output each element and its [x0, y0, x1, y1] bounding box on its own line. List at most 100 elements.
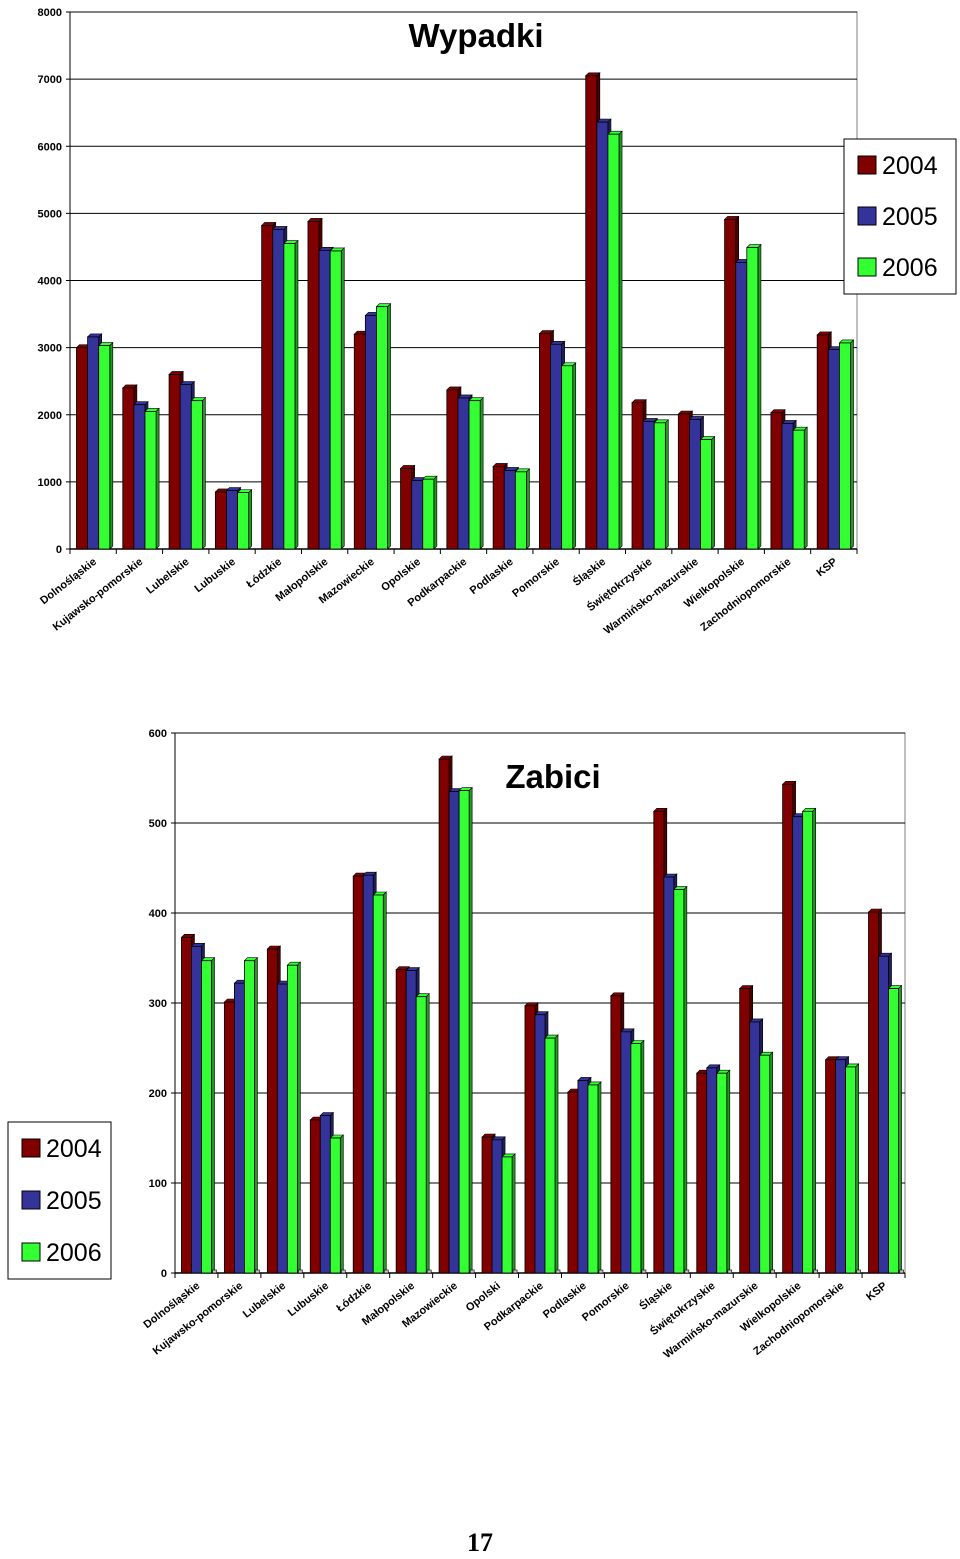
base-stub — [813, 1269, 818, 1274]
bar-2006-16 — [888, 988, 899, 1274]
bar-2006-14 — [746, 247, 759, 550]
bar-2004-6 — [353, 333, 366, 550]
chart-title: Zabici — [505, 758, 600, 795]
bar-2006-12 — [716, 1072, 728, 1274]
y-tick-label: 0 — [56, 544, 62, 556]
bar-2004-4 — [352, 875, 364, 1274]
x-category-label: Lubuskie — [286, 1280, 331, 1319]
bar-2004-11 — [585, 75, 598, 550]
bar-2006-13 — [759, 1054, 771, 1274]
bar-side-face — [757, 243, 762, 550]
bar-2004-7 — [481, 1136, 493, 1274]
x-category-label: Kujawsko-pomorskie — [51, 556, 146, 634]
bar-2006-10 — [630, 1043, 642, 1274]
bar-2006-6 — [458, 790, 470, 1274]
bar-2005-14 — [792, 816, 804, 1274]
base-stub — [684, 1269, 690, 1274]
bar-side-face — [248, 488, 252, 550]
bar-2004-6 — [438, 758, 450, 1274]
chart-title: Wypadki — [408, 17, 543, 54]
bar-2004-14 — [782, 783, 794, 1274]
legend: 2004 2005 2006 — [843, 138, 957, 295]
y-tick-label: 1000 — [38, 477, 62, 489]
bar-2005-4 — [362, 874, 374, 1274]
page-number: 17 — [467, 1528, 493, 1557]
y-tick-label: 2000 — [38, 410, 62, 422]
base-stub — [641, 1269, 647, 1274]
bar-2005-2 — [276, 983, 288, 1274]
bar-2006-9 — [587, 1084, 599, 1274]
bar-side-face — [898, 984, 902, 1274]
bar-2004-0 — [181, 936, 192, 1274]
bar-2006-5 — [329, 250, 342, 550]
bar-2006-15 — [845, 1066, 857, 1274]
x-category-label: Lubelskie — [241, 1280, 288, 1321]
x-category-label: Śląskie — [637, 1279, 675, 1313]
bar-side-face — [387, 302, 391, 550]
bar-side-face — [812, 807, 816, 1274]
base-stub — [255, 1269, 260, 1274]
legend-swatch-2005 — [21, 1190, 41, 1210]
chart-0: 010002000300040005000600070008000Dolnośl… — [38, 7, 957, 637]
bar-side-face — [433, 475, 438, 550]
bar-side-face — [382, 891, 387, 1274]
bar-2006-15 — [792, 429, 805, 550]
x-category-label: KSP — [864, 1280, 889, 1303]
x-category-label: Lubuskie — [192, 556, 237, 595]
bar-2005-4 — [272, 229, 285, 550]
bar-2004-14 — [724, 219, 737, 550]
base-stub — [598, 1269, 604, 1274]
bar-2005-0 — [191, 945, 202, 1274]
base-stub — [512, 1269, 518, 1274]
bar-2004-10 — [539, 333, 551, 550]
y-tick-label: 5000 — [38, 208, 62, 220]
bar-2005-12 — [706, 1067, 718, 1274]
bar-2005-10 — [620, 1031, 632, 1274]
bar-2005-16 — [827, 349, 840, 550]
base-stub — [383, 1269, 389, 1274]
y-tick-label: 6000 — [38, 141, 62, 153]
bar-2006-4 — [372, 894, 384, 1274]
legend-label-2005: 2005 — [882, 203, 938, 231]
bar-2006-8 — [544, 1037, 556, 1274]
legend-label-2005: 2005 — [46, 1187, 102, 1215]
base-stub — [426, 1269, 432, 1274]
y-tick-label: 500 — [149, 818, 167, 830]
base-stub — [469, 1269, 475, 1274]
bar-2005-1 — [234, 982, 245, 1274]
bar-2004-12 — [696, 1072, 708, 1274]
bar-2006-5 — [415, 996, 427, 1274]
bar-2005-6 — [448, 791, 460, 1274]
x-category-label: Łódzkie — [334, 1280, 374, 1315]
legend-label-2006: 2006 — [882, 254, 938, 282]
bar-2004-5 — [307, 221, 320, 550]
x-category-label: Zachodniopomorskie — [698, 556, 793, 634]
bar-2006-16 — [839, 342, 851, 550]
base-stub — [212, 1269, 217, 1274]
bar-2006-11 — [607, 133, 620, 550]
bar-2004-1 — [122, 387, 135, 550]
bar-side-face — [294, 239, 299, 550]
bar-2004-12 — [631, 402, 644, 550]
bar-2006-8 — [468, 400, 481, 550]
bar-2004-3 — [214, 491, 227, 550]
x-category-label: Opolski — [464, 1280, 503, 1314]
y-tick-label: 7000 — [38, 74, 62, 86]
bar-side-face — [597, 1081, 602, 1274]
bar-side-face — [211, 956, 215, 1274]
x-category-label: Pomorskie — [580, 1280, 632, 1324]
bar-2004-13 — [739, 988, 751, 1274]
bar-2005-15 — [835, 1059, 846, 1274]
legend-swatch-2006 — [21, 1242, 41, 1262]
y-tick-label: 200 — [149, 1088, 167, 1100]
bar-2005-11 — [596, 121, 609, 550]
bar-2005-0 — [87, 336, 100, 550]
bar-2005-3 — [226, 490, 238, 550]
bar-side-face — [425, 992, 430, 1274]
base-stub — [856, 1269, 861, 1274]
bar-2004-5 — [395, 969, 407, 1274]
bar-side-face — [726, 1069, 731, 1274]
y-tick-label: 100 — [149, 1178, 167, 1190]
bar-side-face — [479, 396, 484, 550]
